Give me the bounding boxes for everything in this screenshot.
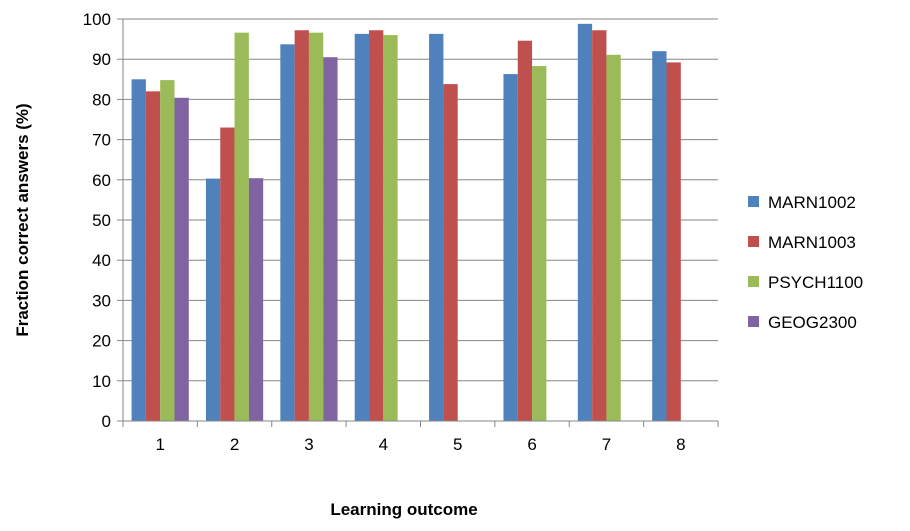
y-tick-label: 90 <box>92 50 111 69</box>
bar <box>652 51 667 421</box>
bar <box>205 178 221 421</box>
y-axis-title: Fraction correct answers (%) <box>13 103 32 336</box>
x-tick-label: 2 <box>230 435 239 454</box>
bar <box>220 127 235 421</box>
x-tick-label: 8 <box>676 435 685 454</box>
legend-swatch <box>748 236 759 247</box>
axes: 0 10 20 30 40 50 60 70 80 90 100 1 2 3 4 5 6 7 8 <box>83 10 719 454</box>
bar <box>606 54 621 421</box>
bar <box>280 44 295 422</box>
bar <box>503 74 518 421</box>
x-axis-title: Learning outcome <box>330 500 477 519</box>
y-tick-label: 20 <box>92 332 111 351</box>
legend-swatch <box>748 276 759 287</box>
y-tick-label: 0 <box>102 412 111 431</box>
bar <box>131 79 146 422</box>
y-tick-label: 80 <box>92 90 111 109</box>
bars <box>131 23 681 422</box>
legend-swatch <box>748 196 759 207</box>
x-tick-label: 7 <box>602 435 611 454</box>
bar <box>577 23 593 421</box>
legend-label: GEOG2300 <box>768 313 857 332</box>
y-tick-label: 100 <box>83 10 111 29</box>
bar <box>429 33 444 422</box>
legend-label: MARN1002 <box>768 193 856 212</box>
bar <box>160 80 175 421</box>
bar <box>323 57 338 421</box>
bar <box>369 30 384 421</box>
bar <box>308 32 324 421</box>
y-tick-label: 60 <box>92 171 111 190</box>
bar <box>532 66 547 421</box>
bar <box>443 84 458 422</box>
y-tick-label: 30 <box>92 291 111 310</box>
y-tick-label: 50 <box>92 211 111 230</box>
legend-label: MARN1003 <box>768 233 856 252</box>
legend-label: PSYCH1100 <box>768 273 863 292</box>
bar <box>145 91 161 422</box>
x-tick-label: 3 <box>304 435 313 454</box>
bar <box>383 35 398 421</box>
bar <box>174 97 189 422</box>
y-tick-label: 40 <box>92 251 111 270</box>
x-tick-label: 1 <box>155 435 164 454</box>
legend-swatch <box>748 316 759 327</box>
bar <box>234 32 249 421</box>
bar <box>354 33 370 422</box>
x-tick-label: 6 <box>527 435 536 454</box>
legend: MARN1002 MARN1003 PSYCH1100 GEOG2300 <box>748 193 863 332</box>
y-tick-label: 10 <box>92 372 111 391</box>
bar <box>248 178 264 421</box>
bar <box>517 40 533 421</box>
bar <box>666 62 681 421</box>
bar <box>592 30 607 421</box>
x-tick-label: 5 <box>453 435 462 454</box>
bar <box>294 30 309 421</box>
x-tick-label: 4 <box>379 435 388 454</box>
y-tick-label: 70 <box>92 131 111 150</box>
